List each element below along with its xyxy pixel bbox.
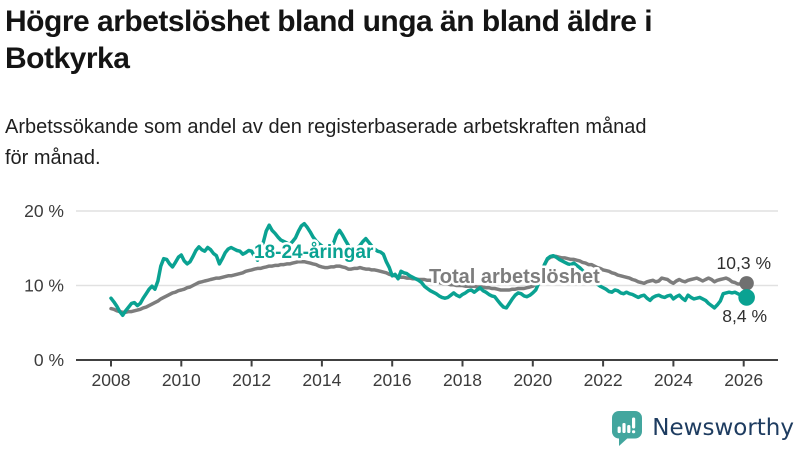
chart-subtitle: Arbetssökande som andel av den registerb… — [5, 116, 647, 169]
newsworthy-wordmark: Newsworthy — [652, 415, 794, 441]
end-dot-Total arbetslöshet — [739, 276, 754, 291]
y-tick-label: 0 % — [34, 350, 64, 370]
x-tick-label: 2026 — [724, 370, 763, 390]
newsworthy-logo: Newsworthy — [609, 409, 794, 447]
end-value-label-Total arbetslöshet: 10,3 % — [717, 253, 771, 273]
x-tick-label: 2008 — [92, 370, 131, 390]
series-label-Total arbetslöshet: Total arbetslöshet — [429, 266, 600, 288]
y-tick-label: 10 % — [24, 276, 64, 296]
x-tick-label: 2012 — [232, 370, 271, 390]
x-tick-label: 2010 — [162, 370, 201, 390]
series-labels: 18-24-åringar Total arbetslöshet — [252, 240, 603, 291]
x-tick-label: 2014 — [302, 370, 341, 390]
x-axis: 2008 2010 2012 2014 2016 2018 2020 2022 2024 2026 — [76, 359, 778, 390]
series-line-Total arbetslöshet — [109, 254, 749, 315]
end-value-label-18-24-åringar: 8,4 % — [722, 306, 767, 326]
series-lines — [109, 221, 749, 318]
end-markers: 10,3 % 8,4 % — [717, 253, 771, 326]
series-label-18-24-åringar: 18-24-åringar — [254, 242, 374, 263]
x-tick-label: 2018 — [443, 370, 482, 390]
chart-title: Högre arbetslöshet bland unga än bland ä… — [5, 5, 653, 75]
x-tick-label: 2020 — [513, 370, 552, 390]
gridlines — [76, 210, 778, 287]
y-axis-labels: 0 % 10 % 20 % — [24, 201, 64, 370]
series-line-18-24-åringar — [109, 221, 749, 318]
newsworthy-bubble-chart-icon — [612, 411, 643, 446]
x-tick-label: 2022 — [584, 370, 623, 390]
x-tick-label: 2024 — [654, 370, 693, 390]
x-tick-label: 2016 — [373, 370, 412, 390]
end-dot-18-24-åringar — [738, 289, 755, 306]
y-tick-label: 20 % — [24, 201, 64, 221]
